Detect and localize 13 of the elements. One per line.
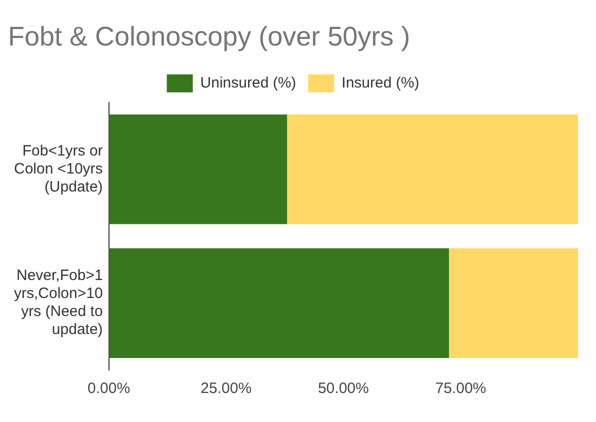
- x-tick-label: 0.00%: [88, 380, 130, 398]
- x-tick-label: 75.00%: [435, 380, 486, 398]
- bar: [448, 248, 578, 358]
- bar: [287, 114, 578, 224]
- legend-label: Insured (%): [342, 74, 420, 92]
- chart-title: Fobt & Colonoscopy (over 50yrs ): [8, 22, 410, 52]
- y-tick-label: Fob<1yrs or Colon <10yrs (Update): [14, 142, 103, 196]
- x-tick-label: 25.00%: [200, 380, 252, 398]
- legend-label: Uninsured (%): [200, 74, 296, 92]
- bar: [108, 114, 288, 224]
- y-tick-label: Never,Fob>1 yrs,Colon>10 yrs (Need to update): [14, 267, 103, 338]
- bar: [108, 248, 449, 358]
- x-tick-label: 50.00%: [318, 380, 369, 398]
